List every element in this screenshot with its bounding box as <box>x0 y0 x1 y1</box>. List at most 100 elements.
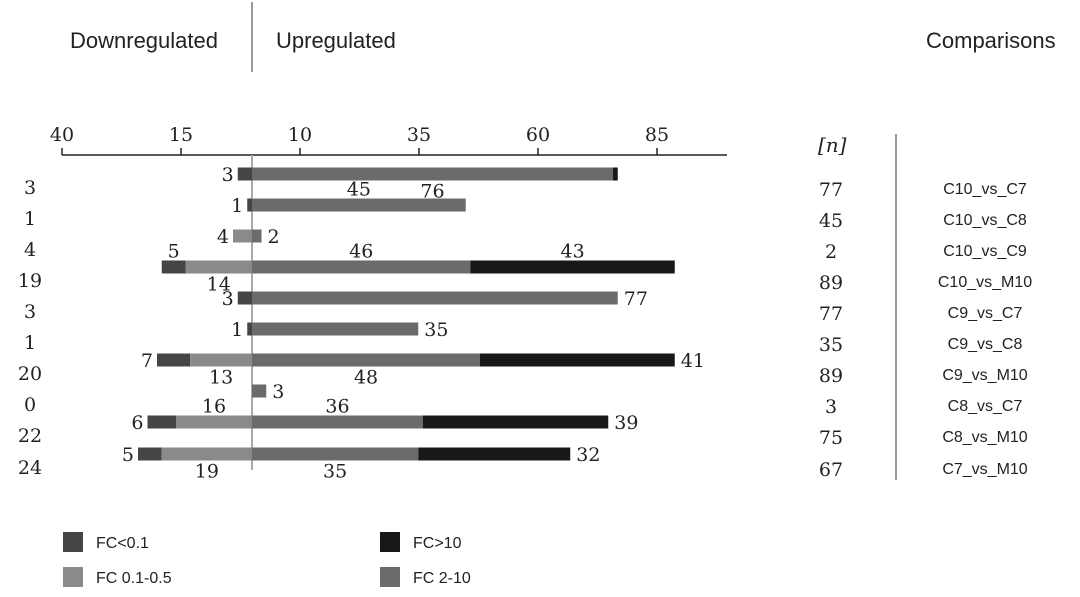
up-total: 45 <box>819 210 843 232</box>
data-label-fc-lt-0.1: 1 <box>231 319 243 341</box>
up-total: 3 <box>825 396 837 418</box>
legend-label: FC<0.1 <box>96 535 149 552</box>
up-total: 35 <box>819 334 843 356</box>
data-label-fc-0.1-0.5: 14 <box>207 274 231 296</box>
data-label-fc-2-10: 46 <box>349 241 373 263</box>
x-tick-label: 15 <box>169 124 193 146</box>
data-label-fc-2-10: 35 <box>424 319 448 341</box>
x-tick-label: 10 <box>288 124 312 146</box>
bar-fc-lt-0.1 <box>138 447 162 461</box>
bar-fc-2-10 <box>252 260 471 274</box>
data-label-fc-0.1-0.5: 13 <box>209 367 233 389</box>
data-label-fc-lt-0.1: 3 <box>222 164 234 186</box>
up-total: 75 <box>819 427 843 449</box>
down-total: 22 <box>18 425 42 447</box>
down-total: 3 <box>24 177 36 199</box>
data-label-fc-lt-0.1: 5 <box>122 444 134 466</box>
down-total: 1 <box>24 208 36 230</box>
bar-fc-gt-10 <box>613 167 618 181</box>
down-total: 1 <box>24 332 36 354</box>
bar-fc-gt-10 <box>423 415 609 429</box>
up-total: 2 <box>825 241 837 263</box>
bar-fc-lt-0.1 <box>147 415 176 429</box>
bar-fc-gt-10 <box>480 353 675 367</box>
legend-swatch <box>63 532 83 552</box>
data-label-fc-2-10: 3 <box>272 381 284 403</box>
comparison-label: C9_vs_C7 <box>948 305 1023 322</box>
data-label-fc-2-10: 35 <box>323 461 347 483</box>
bar-fc-2-10 <box>252 291 618 305</box>
legend-swatch <box>63 567 83 587</box>
data-label-fc-gt-10: 32 <box>576 444 600 466</box>
data-label-fc-lt-0.1: 3 <box>222 288 234 310</box>
up-total: 89 <box>819 365 843 387</box>
x-tick-label: 35 <box>407 124 431 146</box>
data-label-fc-2-10: 2 <box>268 226 280 248</box>
bar-fc-2-10 <box>252 384 267 398</box>
downregulated-label: Downregulated <box>70 28 218 53</box>
legend-label: FC>10 <box>413 535 462 552</box>
bar-fc-gt-10 <box>470 260 675 274</box>
comparison-label: C10_vs_C7 <box>943 181 1027 198</box>
down-total: 3 <box>24 301 36 323</box>
data-label-fc-lt-0.1: 6 <box>131 412 143 434</box>
comparison-label: C10_vs_M10 <box>938 274 1032 291</box>
upregulated-label: Upregulated <box>276 28 396 53</box>
comparison-label: C7_vs_M10 <box>942 461 1027 478</box>
bar-fc-2-10 <box>252 198 466 212</box>
legend-swatch <box>380 567 400 587</box>
bar-fc-lt-0.1 <box>237 291 252 305</box>
data-label-fc-2-10: 77 <box>624 288 648 310</box>
data-label-fc-gt-10: 39 <box>614 412 638 434</box>
data-label-fc-0.1-0.5: 4 <box>217 226 229 248</box>
data-label-fc-0.1-0.5: 19 <box>195 461 219 483</box>
up-total: 89 <box>819 272 843 294</box>
bar-fc-2-10 <box>252 167 613 181</box>
n-header: [n] <box>818 133 847 157</box>
bar-fc-2-10 <box>252 353 480 367</box>
data-label-fc-2-10: 45 <box>347 179 371 201</box>
bar-fc-lt-0.1 <box>157 353 191 367</box>
comparison-label: C9_vs_M10 <box>942 367 1027 384</box>
x-tick-label: 85 <box>645 124 669 146</box>
data-label-fc-gt-10: 43 <box>561 241 585 263</box>
bar-fc-gt-10 <box>418 447 571 461</box>
legend-label: FC 0.1-0.5 <box>96 570 172 587</box>
up-total: 77 <box>819 179 843 201</box>
bar-fc-lt-0.1 <box>237 167 252 181</box>
data-label-fc-lt-0.1: 1 <box>231 195 243 217</box>
bar-fc-2-10 <box>252 447 419 461</box>
bar-fc-0.1-0.5 <box>161 447 252 461</box>
data-label-fc-0.1-0.5: 16 <box>202 396 226 418</box>
bar-fc-2-10 <box>252 415 423 429</box>
legend-swatch <box>380 532 400 552</box>
data-label-fc-gt-10: 41 <box>681 350 705 372</box>
up-total: 77 <box>819 303 843 325</box>
data-label-fc-lt-0.1: 7 <box>141 350 153 372</box>
bar-fc-0.1-0.5 <box>190 353 252 367</box>
bar-fc-0.1-0.5 <box>185 260 252 274</box>
legend-label: FC 2-10 <box>413 570 471 587</box>
data-label-fc-lt-0.1: 5 <box>168 241 180 263</box>
comparison-label: C10_vs_C9 <box>943 243 1027 260</box>
comparison-label: C10_vs_C8 <box>943 212 1027 229</box>
x-tick-label: 60 <box>526 124 550 146</box>
bar-fc-2-10 <box>252 322 419 336</box>
comparison-label: C8_vs_M10 <box>942 429 1027 446</box>
down-total: 4 <box>24 239 36 261</box>
data-label-fc-2-10: 48 <box>354 367 378 389</box>
bar-fc-lt-0.1 <box>247 198 252 212</box>
x-tick-label: 40 <box>50 124 74 146</box>
down-total: 24 <box>18 457 42 479</box>
bar-fc-0.1-0.5 <box>176 415 252 429</box>
comparisons-label: Comparisons <box>926 28 1056 53</box>
up-total: 67 <box>819 459 843 481</box>
data-label-fc-2-10: 36 <box>325 396 349 418</box>
bar-fc-lt-0.1 <box>247 322 252 336</box>
data-label-fc-2-10: 76 <box>420 181 444 203</box>
comparison-label: C8_vs_C7 <box>948 398 1023 415</box>
bar-fc-2-10 <box>252 229 262 243</box>
bar-fc-0.1-0.5 <box>233 229 252 243</box>
down-total: 19 <box>18 270 42 292</box>
